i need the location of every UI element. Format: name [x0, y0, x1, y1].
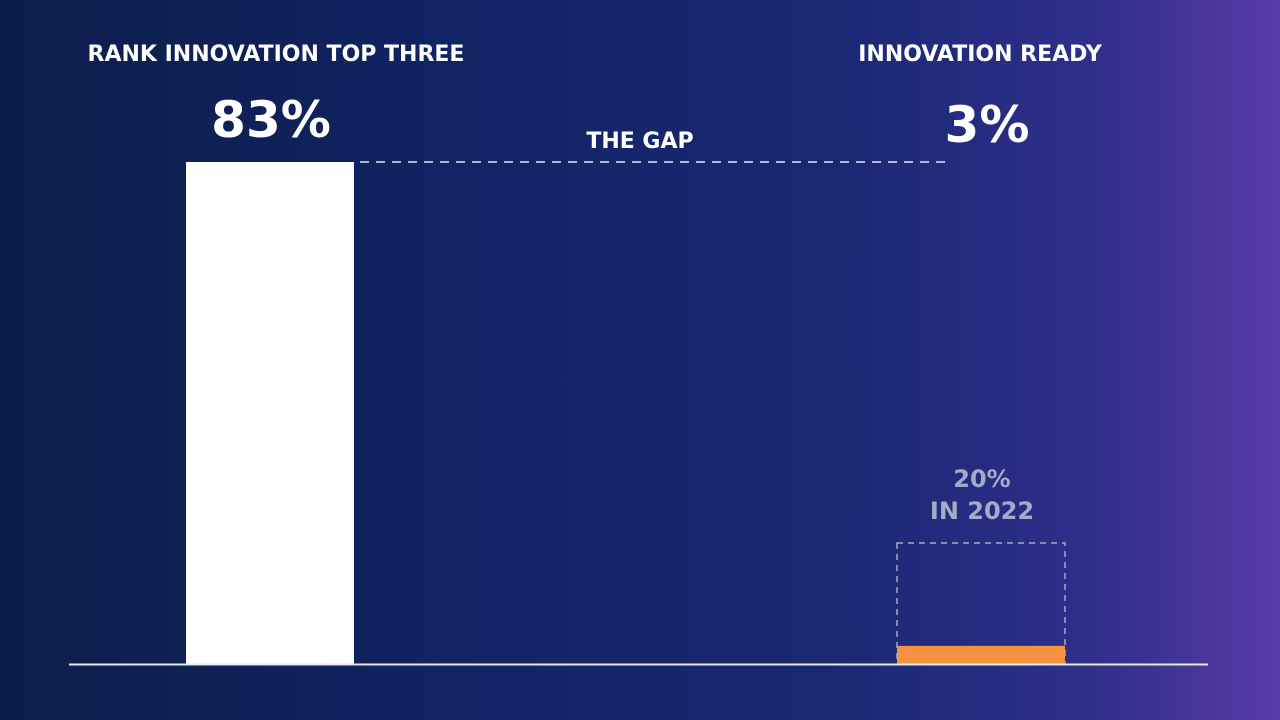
bars-layer — [69, 161, 1208, 666]
prior-value-label: 20% — [953, 465, 1010, 493]
bar-rank-innovation — [186, 162, 354, 664]
value-label-innovation-ready: 3% — [945, 96, 1030, 154]
gap-label: THE GAP — [586, 129, 693, 154]
category-label-rank-innovation: RANK INNOVATION TOP THREE — [88, 42, 465, 67]
prior-year-label: IN 2022 — [930, 497, 1034, 525]
category-label-innovation-ready: INNOVATION READY — [858, 42, 1103, 67]
prior-year-outline — [896, 542, 1066, 665]
value-label-rank-innovation: 83% — [211, 91, 331, 149]
bar-innovation-ready — [897, 645, 1065, 664]
labels-layer: RANK INNOVATION TOP THREE 83% INNOVATION… — [88, 42, 1103, 525]
